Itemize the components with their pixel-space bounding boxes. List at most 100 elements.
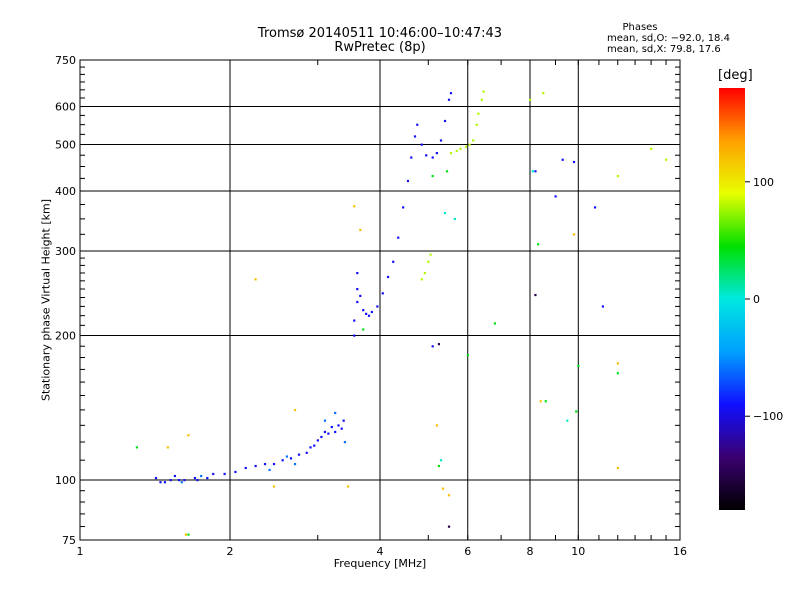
data-point [447,98,451,101]
data-point [187,434,190,437]
data-point [327,432,330,435]
data-point [180,481,183,484]
data-point [443,212,447,215]
data-point [244,466,247,470]
data-point [443,119,447,123]
data-point [206,476,209,480]
y-tick-label: 300 [55,245,76,258]
data-point [212,472,215,476]
x-tick-label: 2 [227,545,234,558]
data-point [439,139,443,142]
data-point [234,470,237,474]
data-point [439,459,443,462]
x-axis-label: Frequency [MHz] [333,557,427,570]
data-point [441,487,445,490]
data-point [447,494,451,497]
data-point [416,123,419,126]
data-point [293,462,297,466]
data-point [285,455,288,458]
data-point [305,451,308,454]
data-point [554,195,557,198]
data-point [402,206,405,209]
data-point [356,288,359,291]
x-tick-label: 8 [527,545,534,558]
y-tick-label: 200 [55,330,76,343]
data-point [435,152,438,155]
data-point [480,98,483,101]
data-point [455,149,458,153]
data-point [263,462,267,466]
data-point [534,293,537,297]
data-point [254,464,257,468]
data-point [154,476,158,480]
x-tick-label: 16 [673,545,687,558]
data-point [184,533,187,536]
x-tick-label: 4 [377,545,384,558]
data-point [356,271,359,275]
data-point [423,271,426,275]
data-point [482,90,485,93]
data-point [353,334,356,337]
axis-ticks: 1 2 4 6 8 10 16 75 100 200 300 400 500 600 750 [55,54,687,558]
y-tick-label: 75 [62,534,76,547]
data-point [392,260,395,263]
data-point [281,459,284,462]
data-point [320,435,323,439]
data-point [359,294,362,297]
data-point [177,479,181,482]
data-point [289,457,293,460]
data-point [334,411,337,415]
data-point [200,474,203,478]
data-point [650,147,653,150]
data-point [313,444,316,447]
data-point [193,476,197,480]
data-point [353,205,356,208]
data-point [534,170,537,173]
data-point [159,481,162,484]
data-point [427,260,430,263]
data-point [196,479,199,482]
data-point [464,145,468,148]
data-point [309,446,312,449]
data-point [477,112,480,115]
data-point [593,206,597,209]
data-point [437,464,441,468]
x-tick-label: 6 [464,545,471,558]
data-point [445,170,449,173]
y-tick-label: 500 [55,139,76,152]
data-point [272,485,276,488]
phases-x-stats: mean, sd,X: 79.8, 17.6 [607,44,721,55]
data-point [297,453,301,456]
data-point [343,441,347,444]
data-point [575,410,578,413]
grid-lines [80,60,680,540]
data-point [420,278,423,281]
data-point [453,217,456,221]
data-point [173,474,177,478]
data-point [472,139,475,142]
data-point [397,236,400,239]
data-point [187,533,190,536]
data-point [163,481,167,484]
data-point [429,253,432,256]
data-point [577,364,580,367]
data-point [365,312,368,315]
data-point [293,408,297,412]
data-point [223,472,226,476]
data-points [135,90,668,536]
data-point [334,430,337,434]
data-point [616,372,619,375]
colorbar [719,88,745,510]
data-point [466,354,469,357]
data-point [447,525,451,528]
data-point [449,92,453,95]
phases-o-stats: mean, sd,O: −92.0, 18.4 [607,33,730,44]
data-point [475,123,478,126]
data-point [572,160,576,164]
data-point [572,233,576,236]
data-point [406,179,410,183]
data-point [183,479,186,482]
data-point [340,427,343,430]
data-point [539,400,542,403]
colorbar-unit-label: [deg] [718,68,753,83]
